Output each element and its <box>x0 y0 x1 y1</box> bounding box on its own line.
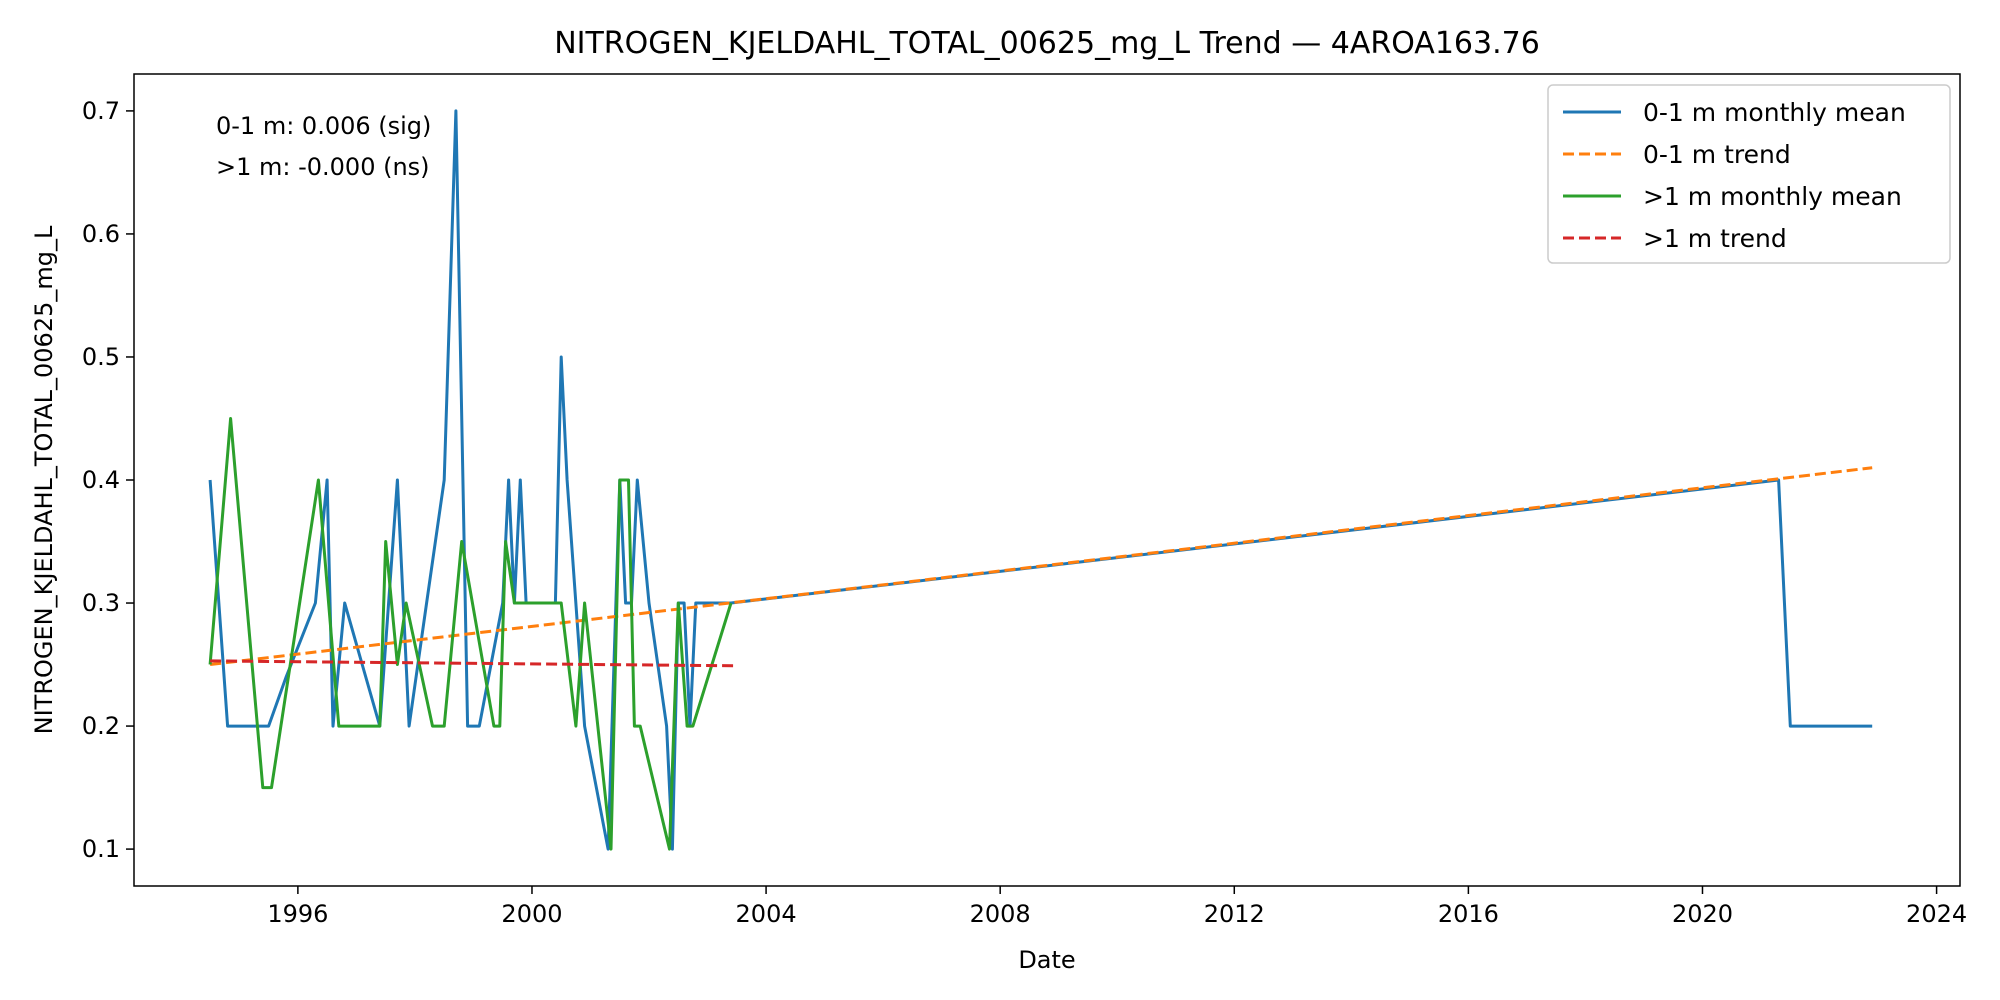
x-tick-label: 2008 <box>970 900 1031 928</box>
y-tick-label: 0.7 <box>82 97 120 125</box>
series-layer <box>208 109 1873 851</box>
y-tick-label: 0.2 <box>82 712 120 740</box>
x-axis-label: Date <box>1018 946 1075 974</box>
y-tick-label: 0.6 <box>82 220 120 248</box>
y-tick-label: 0.1 <box>82 835 120 863</box>
legend-label-0-1-m-monthly-mean: 0-1 m monthly mean <box>1643 98 1906 127</box>
series-gt1-m-trend <box>210 659 737 668</box>
legend-label-gt1-m-trend: >1 m trend <box>1643 224 1787 253</box>
legend-label-0-1-m-trend: 0-1 m trend <box>1643 140 1791 169</box>
x-tick-label: 2012 <box>1204 900 1265 928</box>
series-gt1-m-monthly-mean <box>208 417 733 851</box>
y-axis-label: NITROGEN_KJELDAHL_TOTAL_00625_mg_L <box>30 225 58 734</box>
x-axis: 1996 2000 2004 2008 2012 2016 2020 2024 <box>267 886 1967 928</box>
x-tick-label: 2000 <box>501 900 562 928</box>
legend-label-gt1-m-monthly-mean: >1 m monthly mean <box>1643 182 1902 211</box>
y-tick-label: 0.4 <box>82 466 120 494</box>
y-tick-label: 0.3 <box>82 589 120 617</box>
x-tick-label: 1996 <box>267 900 328 928</box>
x-tick-label: 2016 <box>1438 900 1499 928</box>
x-tick-label: 2024 <box>1906 900 1967 928</box>
legend-frame <box>1547 84 1951 264</box>
annotation-deep-slope: >1 m: -0.000 (ns) <box>216 153 430 181</box>
legend: 0-1 m monthly mean 0-1 m trend >1 m monthl… <box>1547 84 1951 264</box>
y-axis: 0.1 0.2 0.3 0.4 0.5 0.6 0.7 <box>82 97 134 863</box>
x-tick-label: 2004 <box>736 900 797 928</box>
y-tick-label: 0.5 <box>82 343 120 371</box>
chart-title: NITROGEN_KJELDAHL_TOTAL_00625_mg_L Trend… <box>554 26 1540 61</box>
series-0-1-m-trend <box>209 466 1873 666</box>
annotation-surface-slope: 0-1 m: 0.006 (sig) <box>216 112 431 140</box>
x-tick-label: 2020 <box>1672 900 1733 928</box>
